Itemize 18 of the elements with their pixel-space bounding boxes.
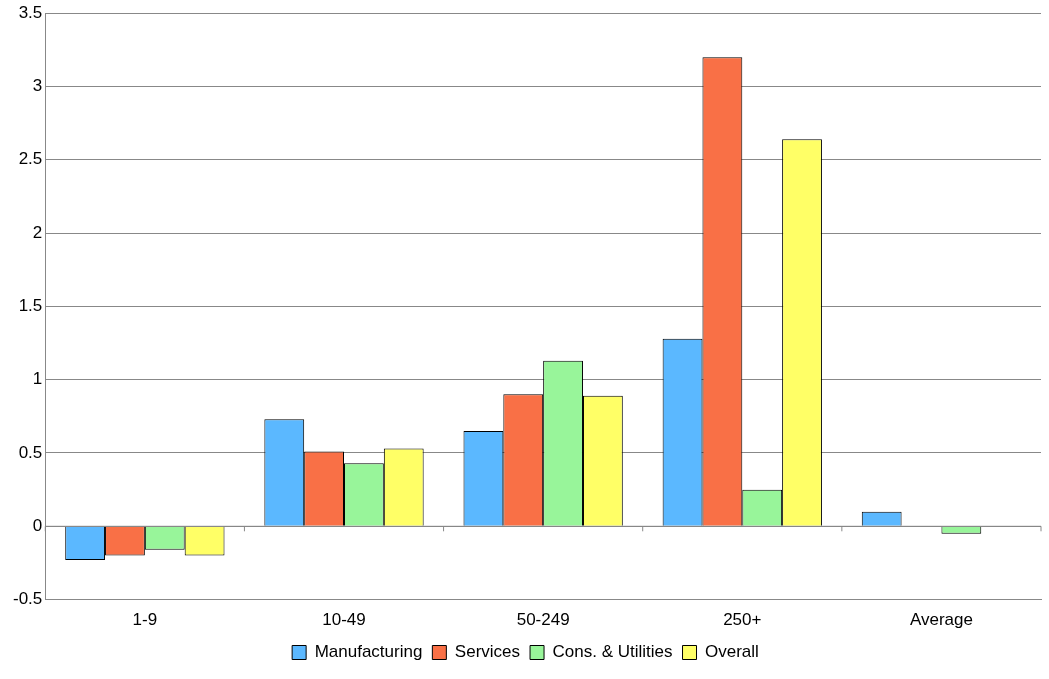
x-tick-label: Average: [909, 610, 973, 630]
x-tick-label: 1-9: [132, 610, 158, 630]
y-tick-label: 3: [32, 76, 43, 96]
legend-label: Manufacturing: [314, 642, 423, 662]
legend-label: Cons. & Utilities: [552, 642, 673, 662]
x-tick-label: 250+: [723, 610, 762, 630]
y-tick-label: 0: [32, 515, 43, 535]
y-tick-label: 3.5: [18, 2, 43, 22]
x-tick-label: 50-249: [516, 610, 570, 630]
y-tick-label: 1.5: [18, 296, 43, 316]
y-tick-label: -0.5: [13, 589, 43, 609]
y-tick-label: 0.5: [18, 442, 43, 462]
legend-label: Overall: [705, 642, 759, 662]
y-tick-label: 1: [32, 369, 43, 389]
y-tick-label: 2: [32, 222, 43, 242]
y-tick-label: 2.5: [18, 149, 43, 169]
x-tick-label: 10-49: [322, 610, 366, 630]
legend-label: Services: [454, 642, 521, 662]
